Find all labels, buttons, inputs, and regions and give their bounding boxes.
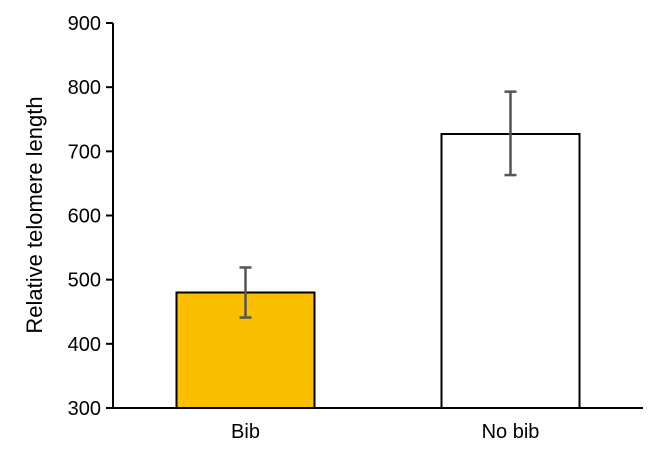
y-tick-label: 700 <box>68 141 101 163</box>
y-tick-label: 900 <box>68 13 101 35</box>
y-tick-label: 300 <box>68 398 101 420</box>
bar-no-bib <box>440 133 581 409</box>
y-axis-title: Relative telomere length <box>22 96 47 333</box>
error-bars <box>239 90 517 319</box>
y-tick-label: 800 <box>68 77 101 99</box>
x-axis-category-labels: Bib No bib <box>231 421 539 443</box>
bars <box>175 133 581 409</box>
y-tick-label: 400 <box>68 334 101 356</box>
y-tick-label: 500 <box>68 270 101 292</box>
x-category-label: Bib <box>231 421 260 443</box>
x-category-label: No bib <box>482 421 540 443</box>
y-axis-ticks: 300 400 500 600 700 800 900 <box>68 13 113 420</box>
y-tick-label: 600 <box>68 206 101 228</box>
